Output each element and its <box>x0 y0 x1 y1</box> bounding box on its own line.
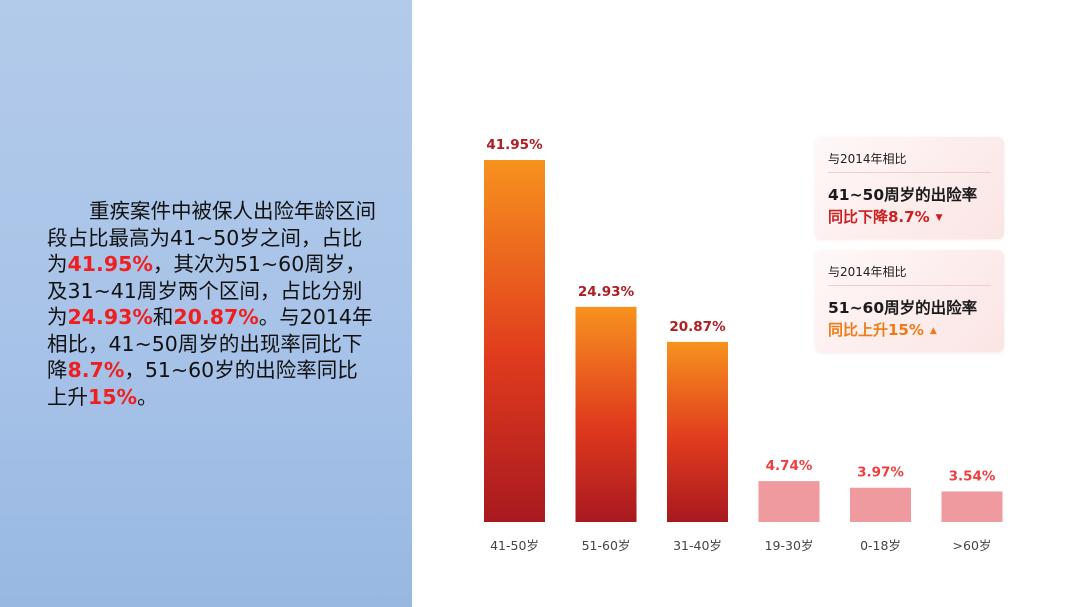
card-divider <box>828 285 991 286</box>
description-text: 重疾案件中被保人出险年龄区间段占比最高为41~50岁之间，占比为41.95%，其… <box>47 198 377 410</box>
category-label: 41-50岁 <box>490 538 539 553</box>
bar-0-18岁 <box>850 487 911 522</box>
highlight-value: 20.87% <box>173 305 259 329</box>
card-change-text: 同比上升15% <box>828 321 924 339</box>
card-divider <box>828 172 991 173</box>
bar-51-60岁 <box>575 306 637 522</box>
triangle-up-icon: ▲ <box>929 326 937 336</box>
card-change-text: 同比下降8.7% <box>828 208 930 226</box>
card-subject: 41~50周岁的出险率 <box>828 186 978 204</box>
comparison-card-decrease: 与2014年相比 41~50周岁的出险率 同比下降8.7% ▼ <box>815 137 1004 239</box>
card-change: 同比上升15% ▲ <box>828 319 937 340</box>
comparison-card-increase: 与2014年相比 51~60周岁的出险率 同比上升15% ▲ <box>815 250 1004 352</box>
bar-31-40岁 <box>667 341 728 522</box>
bar->60岁 <box>941 491 1003 522</box>
description-segment: 。与2014年相比，41~50周岁的出现率同比下降 <box>47 305 373 382</box>
bar-value-label: 24.93% <box>578 284 635 300</box>
category-label: 19-30岁 <box>765 538 814 553</box>
highlight-value: 15% <box>88 384 138 409</box>
category-label: 51-60岁 <box>582 538 631 553</box>
bar-value-label: 3.54% <box>949 468 996 484</box>
bar-19-30岁 <box>758 481 820 522</box>
highlight-value: 24.93% <box>67 305 153 329</box>
bar-chart: 41.95% 41-50岁 24.93% 51-60岁 20.87% 31-40岁 4.74… <box>484 137 1003 553</box>
description-segment: ，51~60岁的出险率同比上升 <box>47 358 358 409</box>
card-subject: 51~60周岁的出险率 <box>828 299 978 317</box>
category-label: 31-40岁 <box>673 538 722 553</box>
category-label: >60岁 <box>953 538 992 553</box>
description-segment: 和 <box>152 305 174 329</box>
bar-value-label: 3.97% <box>857 465 904 481</box>
bar-value-label: 41.95% <box>486 137 543 153</box>
triangle-down-icon: ▼ <box>935 213 943 223</box>
card-change: 同比下降8.7% ▼ <box>828 206 943 227</box>
bar-value-label: 20.87% <box>669 319 726 335</box>
left-panel: 重疾案件中被保人出险年龄区间段占比最高为41~50岁之间，占比为41.95%，其… <box>0 0 412 607</box>
highlight-value: 8.7% <box>67 358 125 382</box>
description-segment: 。 <box>137 384 158 409</box>
category-label: 0-18岁 <box>860 538 901 553</box>
highlight-value: 41.95% <box>67 252 153 276</box>
bar-41-50岁 <box>484 160 545 522</box>
description-segment: ，其次为51~60周岁，及31~41周岁两个区间，占比分别为 <box>47 252 366 329</box>
bar-value-label: 4.74% <box>766 458 813 474</box>
card-heading: 与2014年相比 <box>828 152 907 166</box>
card-heading: 与2014年相比 <box>828 265 907 279</box>
description-segment: 重疾案件中被保人出险年龄区间段占比最高为41~50岁之间，占比为 <box>47 199 376 276</box>
